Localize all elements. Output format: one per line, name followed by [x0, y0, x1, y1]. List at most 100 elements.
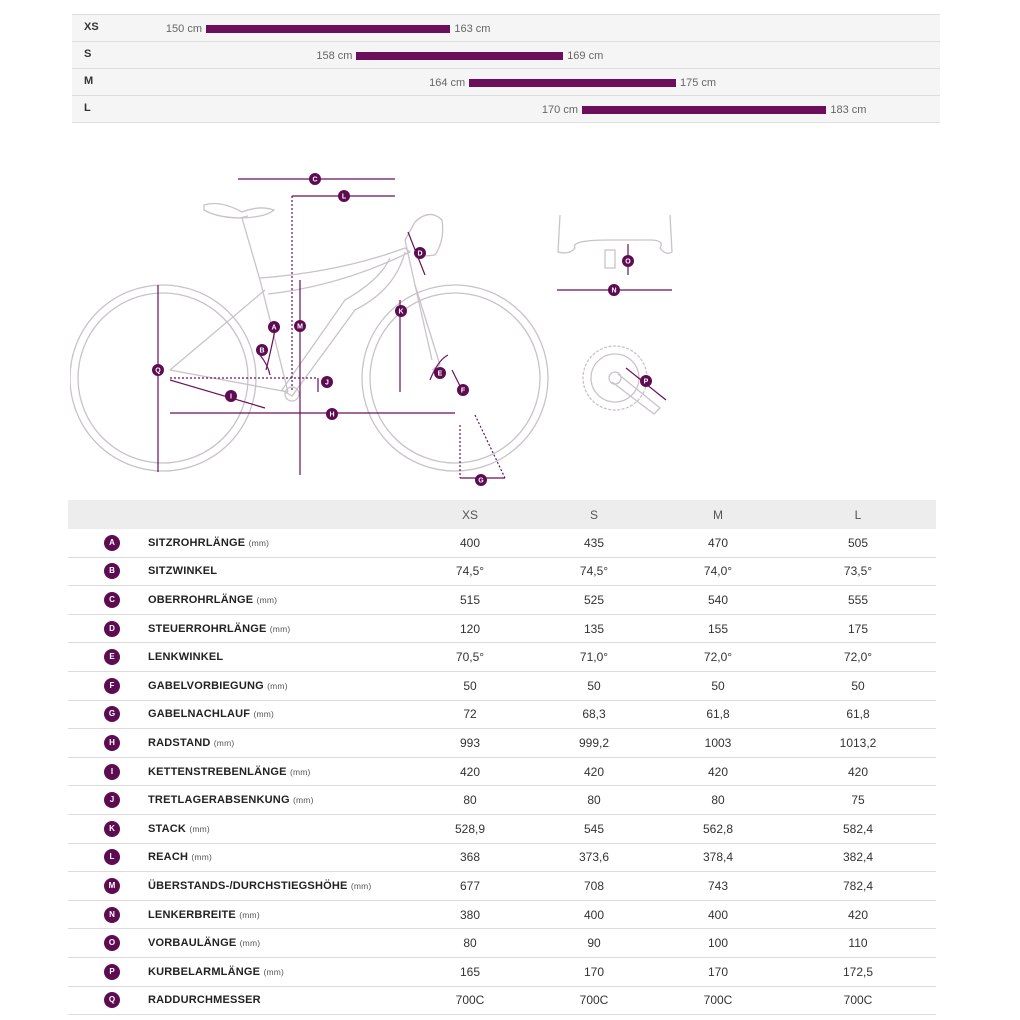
letter-badge: F	[104, 677, 120, 694]
value-cell: 170	[656, 957, 780, 987]
letter-cell: E	[68, 642, 148, 672]
value-cell: 80	[408, 928, 532, 958]
seat-post	[239, 215, 249, 219]
value-cell: 170	[532, 957, 656, 987]
value-cell: 175	[780, 614, 936, 644]
header-size-l: L	[780, 500, 936, 529]
letter-cell: L	[68, 843, 148, 873]
measure-name: ÜBERSTANDS-/DURCHSTIEGSHÖHE	[148, 879, 348, 892]
seat-tube	[241, 217, 289, 393]
value-cell: 1013,2	[780, 728, 936, 758]
svg-text:K: K	[398, 309, 403, 316]
bike-drawing	[70, 202, 549, 472]
table-row: N LENKERBREITE (mm) 380 400 400 420	[68, 900, 936, 930]
measure-name-cell: REACH (mm)	[148, 843, 408, 873]
table-row: Q RADDURCHMESSER 700C 700C 700C 700C	[68, 986, 936, 1016]
value-cell: 993	[408, 728, 532, 758]
size-range-row: L 170 cm 183 cm	[72, 95, 940, 123]
measure-name: RADSTAND	[148, 736, 211, 749]
measure-name-cell: OBERROHRLÄNGE (mm)	[148, 585, 408, 615]
value-cell: 420	[656, 757, 780, 787]
value-cell: 90	[532, 928, 656, 958]
value-cell: 72,0°	[780, 642, 936, 672]
size-label: S	[84, 48, 92, 60]
svg-text:C: C	[312, 177, 317, 184]
svg-text:L: L	[342, 194, 347, 201]
handlebar	[414, 213, 444, 257]
letter-cell: F	[68, 671, 148, 701]
value-cell: 540	[656, 585, 780, 615]
size-range-chart: XS 150 cm 163 cm S 158 cm 169 cm M 164 cm 175 cm…	[72, 14, 940, 123]
letter-cell: M	[68, 871, 148, 901]
size-min-label: 158 cm	[316, 50, 353, 62]
letter-badge: D	[104, 620, 120, 637]
header-size-s: S	[532, 500, 656, 529]
svg-text:B: B	[259, 348, 264, 355]
letter-cell: G	[68, 700, 148, 730]
value-cell: 525	[532, 585, 656, 615]
value-cell: 155	[656, 614, 780, 644]
value-cell: 562,8	[656, 814, 780, 844]
svg-text:A: A	[271, 325, 276, 332]
size-max-label: 169 cm	[567, 50, 604, 62]
svg-text:I: I	[230, 394, 232, 401]
table-row: C OBERROHRLÄNGE (mm) 515 525 540 555	[68, 585, 936, 615]
svg-text:N: N	[611, 288, 616, 295]
value-cell: 80	[408, 785, 532, 815]
measure-unit: (mm)	[289, 766, 311, 777]
value-cell: 50	[656, 671, 780, 701]
measure-unit: (mm)	[292, 795, 314, 806]
measure-unit: (mm)	[248, 537, 270, 548]
value-cell: 528,9	[408, 814, 532, 844]
table-row: E LENKWINKEL 70,5° 71,0° 72,0° 72,0°	[68, 642, 936, 672]
measure-name-cell: STEUERROHRLÄNGE (mm)	[148, 614, 408, 644]
measure-name: STEUERROHRLÄNGE	[148, 622, 267, 635]
measure-unit: (mm)	[263, 966, 285, 977]
size-range-row: M 164 cm 175 cm	[72, 68, 940, 95]
value-cell: 373,6	[532, 843, 656, 873]
value-cell: 135	[532, 614, 656, 644]
value-cell: 420	[780, 757, 936, 787]
value-cell: 73,5°	[780, 557, 936, 587]
svg-text:J: J	[325, 380, 329, 387]
value-cell: 70,5°	[408, 642, 532, 672]
measure-name: STACK	[148, 822, 187, 835]
value-cell: 555	[780, 585, 936, 615]
value-cell: 400	[408, 529, 532, 558]
table-row: D STEUERROHRLÄNGE (mm) 120 135 155 175	[68, 614, 936, 644]
measure-name-cell: LENKWINKEL	[148, 642, 408, 672]
letter-badge: E	[104, 649, 120, 666]
value-cell: 74,5°	[408, 557, 532, 587]
value-cell: 700C	[656, 986, 780, 1016]
measure-name-cell: GABELNACHLAUF (mm)	[148, 700, 408, 730]
measure-name-cell: TRETLAGERABSENKUNG (mm)	[148, 785, 408, 815]
letter-badge: L	[104, 849, 120, 866]
table-row: P KURBELARMLÄNGE (mm) 165 170 170 172,5	[68, 957, 936, 987]
letter-badge: A	[104, 534, 120, 551]
value-cell: 782,4	[780, 871, 936, 901]
value-cell: 172,5	[780, 957, 936, 987]
value-cell: 50	[532, 671, 656, 701]
svg-text:G: G	[478, 478, 484, 485]
value-cell: 165	[408, 957, 532, 987]
seat-stay	[169, 289, 266, 371]
letter-cell: C	[68, 585, 148, 615]
value-cell: 80	[532, 785, 656, 815]
letter-cell: H	[68, 728, 148, 758]
size-min-label: 164 cm	[429, 77, 466, 89]
measure-name: VORBAULÄNGE	[148, 937, 237, 950]
table-row: B SITZWINKEL 74,5° 74,5° 74,0° 73,5°	[68, 557, 936, 587]
size-max-label: 175 cm	[680, 77, 717, 89]
measure-name-cell: KURBELARMLÄNGE (mm)	[148, 957, 408, 987]
table-row: O VORBAULÄNGE (mm) 80 90 100 110	[68, 928, 936, 958]
value-cell: 505	[780, 529, 936, 558]
measure-name: GABELVORBIEGUNG	[148, 679, 264, 692]
value-cell: 120	[408, 614, 532, 644]
table-row: K STACK (mm) 528,9 545 562,8 582,4	[68, 814, 936, 844]
measure-unit: (mm)	[213, 737, 235, 748]
letter-badge: P	[104, 963, 120, 980]
letter-cell: I	[68, 757, 148, 787]
letter-badge: B	[104, 563, 120, 580]
size-range-row: S 158 cm 169 cm	[72, 41, 940, 68]
value-cell: 999,2	[532, 728, 656, 758]
